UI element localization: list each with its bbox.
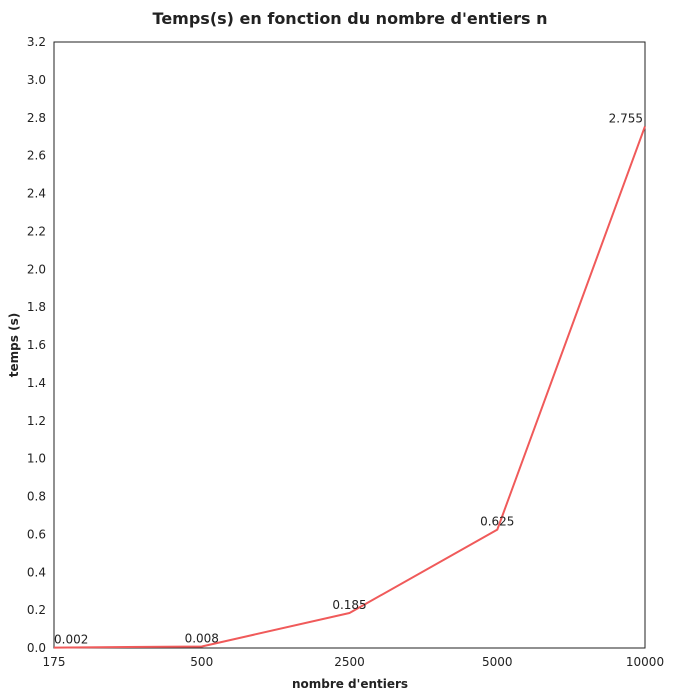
data-label: 0.625 bbox=[480, 515, 514, 529]
x-tick-label: 2500 bbox=[334, 655, 365, 669]
y-axis-title: temps (s) bbox=[7, 313, 21, 377]
chart-title: Temps(s) en fonction du nombre d'entiers… bbox=[153, 9, 548, 28]
y-axis: 0.0 0.2 0.4 0.6 0.8 1.0 1.2 1.4 1.6 1.8 2.0 2.2 2.4 2… bbox=[27, 35, 46, 655]
y-tick-label: 1.8 bbox=[27, 300, 46, 314]
data-label: 0.002 bbox=[54, 633, 88, 647]
y-tick-label: 3.0 bbox=[27, 73, 46, 87]
y-tick-label: 3.2 bbox=[27, 35, 46, 49]
y-tick-label: 2.2 bbox=[27, 224, 46, 238]
data-label: 0.185 bbox=[332, 598, 366, 612]
data-label: 2.755 bbox=[609, 111, 643, 125]
y-tick-label: 2.8 bbox=[27, 111, 46, 125]
y-tick-label: 0.6 bbox=[27, 527, 46, 541]
x-tick-label: 500 bbox=[190, 655, 213, 669]
x-tick-label: 5000 bbox=[482, 655, 513, 669]
x-axis: 175 500 2500 5000 10000 bbox=[43, 655, 665, 669]
y-tick-label: 0.8 bbox=[27, 490, 46, 504]
y-tick-label: 1.4 bbox=[27, 376, 46, 390]
series-layer: 0.002 0.008 0.185 0.625 2.755 bbox=[53, 111, 646, 649]
y-tick-label: 2.0 bbox=[27, 262, 46, 276]
y-tick-label: 0.4 bbox=[27, 565, 46, 579]
y-tick-label: 2.4 bbox=[27, 187, 46, 201]
y-tick-label: 1.0 bbox=[27, 452, 46, 466]
x-axis-title: nombre d'entiers bbox=[292, 677, 408, 691]
series-line bbox=[53, 125, 646, 649]
data-label: 0.008 bbox=[185, 631, 219, 645]
y-tick-label: 0.0 bbox=[27, 641, 46, 655]
y-tick-label: 1.2 bbox=[27, 414, 46, 428]
plot-area-frame bbox=[53, 41, 646, 649]
y-tick-label: 0.2 bbox=[27, 603, 46, 617]
y-tick-label: 2.6 bbox=[27, 149, 46, 163]
y-tick-label: 1.6 bbox=[27, 338, 46, 352]
x-tick-label: 175 bbox=[43, 655, 66, 669]
x-tick-label: 10000 bbox=[626, 655, 664, 669]
